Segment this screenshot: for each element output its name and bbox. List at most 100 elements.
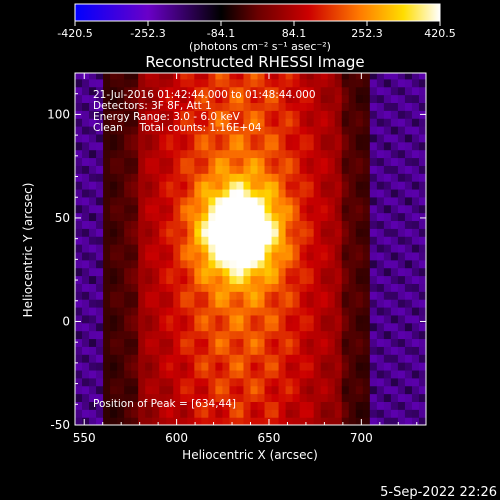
heatmap-cell xyxy=(334,346,343,355)
heatmap-cell xyxy=(166,322,174,332)
heatmap-cell xyxy=(187,354,195,363)
heatmap-cell xyxy=(166,173,174,182)
heatmap-cell xyxy=(264,322,273,332)
heatmap-cell xyxy=(306,110,315,119)
heatmap-cell xyxy=(362,86,371,96)
heatmap-cell xyxy=(166,267,174,277)
heatmap-cell xyxy=(201,102,209,111)
heatmap-cell xyxy=(145,157,153,166)
heatmap-cell xyxy=(390,118,399,127)
heatmap-cell xyxy=(404,377,413,387)
heatmap-cell xyxy=(355,299,364,308)
heatmap-cell xyxy=(250,417,259,425)
heatmap-cell xyxy=(194,236,202,245)
heatmap-cell xyxy=(313,377,322,387)
heatmap-cell xyxy=(404,149,413,159)
heatmap-cell xyxy=(313,126,322,135)
heatmap-cell xyxy=(355,401,364,410)
heatmap-cell xyxy=(166,78,174,88)
heatmap-cell xyxy=(201,110,209,119)
heatmap-cell xyxy=(257,78,266,88)
heatmap-cell xyxy=(103,73,111,80)
heatmap-cell xyxy=(243,244,252,253)
heatmap-cell xyxy=(159,212,167,222)
heatmap-cell xyxy=(292,118,301,127)
heatmap-cell xyxy=(341,409,350,418)
heatmap-cell xyxy=(159,346,167,355)
heatmap-cell xyxy=(145,126,153,135)
heatmap-cell xyxy=(369,118,378,127)
heatmap-cell xyxy=(145,110,153,119)
heatmap-cell xyxy=(201,385,209,395)
heatmap-cell xyxy=(306,291,315,300)
heatmap-cell xyxy=(257,157,266,166)
heatmap-cell xyxy=(306,283,315,292)
heatmap-cell xyxy=(355,126,364,135)
heatmap-cell xyxy=(180,204,188,214)
heatmap-cell xyxy=(341,362,350,371)
heatmap-cell xyxy=(334,299,343,308)
heatmap-cell xyxy=(110,267,118,277)
heatmap-cell xyxy=(124,228,132,237)
heatmap-cell xyxy=(229,322,238,332)
heatmap-cell xyxy=(187,259,195,269)
heatmap-cell xyxy=(208,94,216,104)
heatmap-cell xyxy=(383,244,392,253)
heatmap-cell xyxy=(159,118,167,127)
heatmap-cell xyxy=(313,94,322,104)
heatmap-cell xyxy=(390,133,399,143)
heatmap-cell xyxy=(320,181,329,190)
heatmap-cell xyxy=(341,330,350,340)
heatmap-cell xyxy=(229,181,238,190)
heatmap-cell xyxy=(89,369,97,379)
heatmap-cell xyxy=(341,417,350,425)
heatmap-cell xyxy=(271,165,280,174)
heatmap-cell xyxy=(124,275,132,284)
heatmap-cell xyxy=(117,196,125,206)
heatmap-cell xyxy=(131,314,139,324)
heatmap-cell xyxy=(96,63,104,71)
heatmap-cell xyxy=(376,86,385,96)
heatmap-cell xyxy=(159,369,167,379)
heatmap-cell xyxy=(278,314,287,324)
heatmap-cell xyxy=(152,94,160,104)
heatmap-cell xyxy=(173,346,181,355)
heatmap-cell xyxy=(426,370,434,378)
heatmap-cell xyxy=(152,212,160,222)
heatmap-cell xyxy=(299,401,308,410)
heatmap-cell xyxy=(103,291,111,300)
heatmap-cell xyxy=(208,157,216,166)
heatmap-cell xyxy=(173,86,181,96)
heatmap-cell xyxy=(201,94,209,104)
heatmap-cell xyxy=(138,259,146,269)
heatmap-cell xyxy=(334,94,343,104)
heatmap-cell xyxy=(418,244,426,253)
heatmap-cell xyxy=(369,126,378,135)
heatmap-cell xyxy=(201,354,209,363)
heatmap-cell xyxy=(264,354,273,363)
heatmap-cell xyxy=(103,204,111,214)
heatmap-cell xyxy=(229,228,238,237)
heatmap-cell xyxy=(201,267,209,277)
heatmap-cell xyxy=(152,196,160,206)
heatmap-cell xyxy=(390,173,399,182)
heatmap-cell xyxy=(243,354,252,363)
heatmap-cell xyxy=(173,354,181,363)
heatmap-cell xyxy=(418,133,426,143)
heatmap-cell xyxy=(180,118,188,127)
heatmap-cell xyxy=(292,291,301,300)
heatmap-cell xyxy=(426,197,434,205)
heatmap-cell xyxy=(236,244,245,253)
heatmap-cell xyxy=(257,212,266,222)
heatmap-cell xyxy=(369,94,378,104)
heatmap-cell xyxy=(152,204,160,214)
heatmap-cell xyxy=(383,346,392,355)
heatmap-cell xyxy=(264,401,273,410)
heatmap-cell xyxy=(285,236,294,245)
heatmap-cell xyxy=(306,362,315,371)
heatmap-cell xyxy=(229,338,238,347)
heatmap-cell xyxy=(320,299,329,308)
heatmap-cell xyxy=(236,196,245,206)
heatmap-cell xyxy=(180,73,188,80)
heatmap-cell xyxy=(376,267,385,277)
